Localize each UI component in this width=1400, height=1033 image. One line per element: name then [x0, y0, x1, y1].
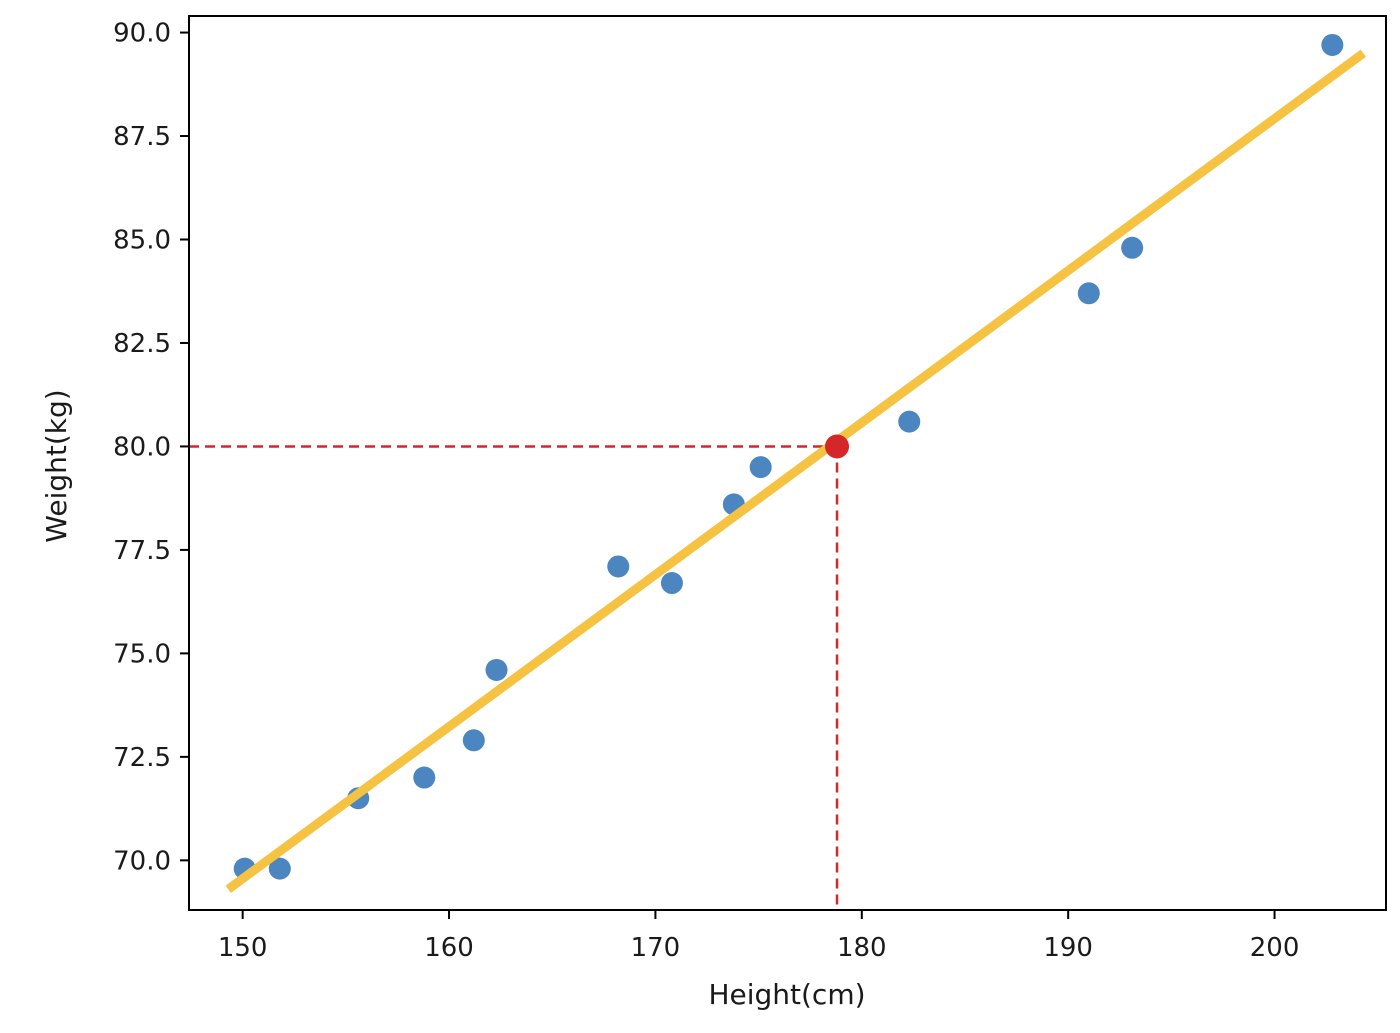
x-tick-label: 200 — [1250, 933, 1300, 963]
y-tick-label: 77.5 — [113, 536, 171, 566]
x-tick-label: 170 — [631, 933, 681, 963]
x-axis-label: Height(cm) — [708, 978, 865, 1011]
x-tick-label: 190 — [1043, 933, 1093, 963]
y-tick-label: 72.5 — [113, 743, 171, 773]
regression-line — [225, 49, 1366, 893]
y-tick-label: 90.0 — [113, 19, 171, 49]
plot-frame — [188, 15, 1387, 911]
y-axis-ticks: 70.0 72.5 75.0 77.5 80.0 82.5 85.0 87.5 90.0 — [113, 19, 189, 876]
data-point — [660, 572, 683, 595]
data-point — [1121, 236, 1144, 259]
data-point — [749, 456, 772, 479]
data-point — [485, 658, 508, 681]
data-point — [413, 766, 436, 789]
y-tick-label: 85.0 — [113, 226, 171, 256]
x-tick-label: 180 — [837, 933, 887, 963]
data-point — [268, 857, 291, 880]
x-tick-label: 160 — [424, 933, 474, 963]
y-tick-label: 82.5 — [113, 329, 171, 359]
x-tick-label: 150 — [218, 933, 268, 963]
highlight-point — [825, 434, 850, 459]
data-point — [1077, 282, 1100, 305]
y-tick-label: 75.0 — [113, 639, 171, 669]
highlight-guides — [189, 445, 839, 910]
data-point — [462, 729, 485, 752]
x-axis-ticks: 150 160 170 180 190 200 — [218, 910, 1300, 963]
y-tick-label: 70.0 — [113, 846, 171, 876]
data-point — [607, 555, 630, 578]
data-point — [898, 410, 921, 433]
y-tick-label: 87.5 — [113, 122, 171, 152]
data-point — [1321, 33, 1344, 56]
y-axis-label: Weight(kg) — [40, 389, 73, 542]
y-tick-label: 80.0 — [113, 432, 171, 462]
plot-area — [189, 16, 1386, 910]
